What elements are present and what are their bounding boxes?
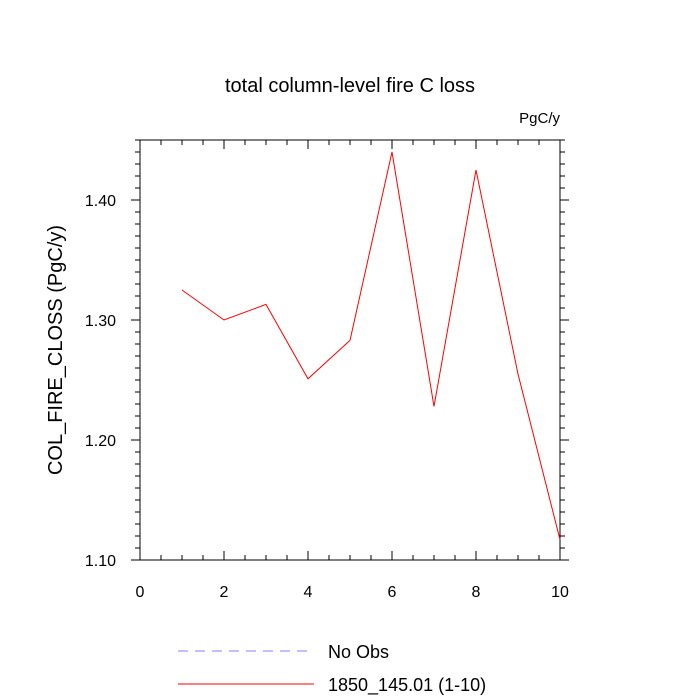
x-tick-label: 0 [136, 584, 145, 601]
series-layer [181, 151, 561, 540]
legend-label: No Obs [328, 642, 389, 662]
x-tick-label: 2 [220, 584, 229, 601]
legend-label: 1850_145.01 (1-10) [328, 675, 486, 696]
x-tick-label: 8 [472, 584, 481, 601]
legend: No Obs 1850_145.01 (1-10) [178, 642, 486, 696]
y-tick-label: 1.10 [85, 553, 116, 570]
y-tick-label: 1.40 [85, 193, 116, 210]
x-tick-label: 10 [551, 584, 569, 601]
chart-title: total column-level fire C loss [225, 75, 475, 97]
x-tick-label: 6 [388, 584, 397, 601]
y-tick-label: 1.30 [85, 313, 116, 330]
y-axis-label: COL_FIRE_CLOSS (PgC/y) [45, 225, 67, 475]
series-line [181, 151, 561, 540]
x-tick-label: 4 [304, 584, 313, 601]
axis-ticks [131, 139, 569, 561]
y-tick-label: 1.20 [85, 433, 116, 450]
units-label: PgC/y [519, 110, 560, 127]
axis-tick-labels: 0 2 4 6 8 10 1.10 1.20 1.30 1.40 [85, 193, 569, 601]
plot-frame [139, 139, 561, 561]
